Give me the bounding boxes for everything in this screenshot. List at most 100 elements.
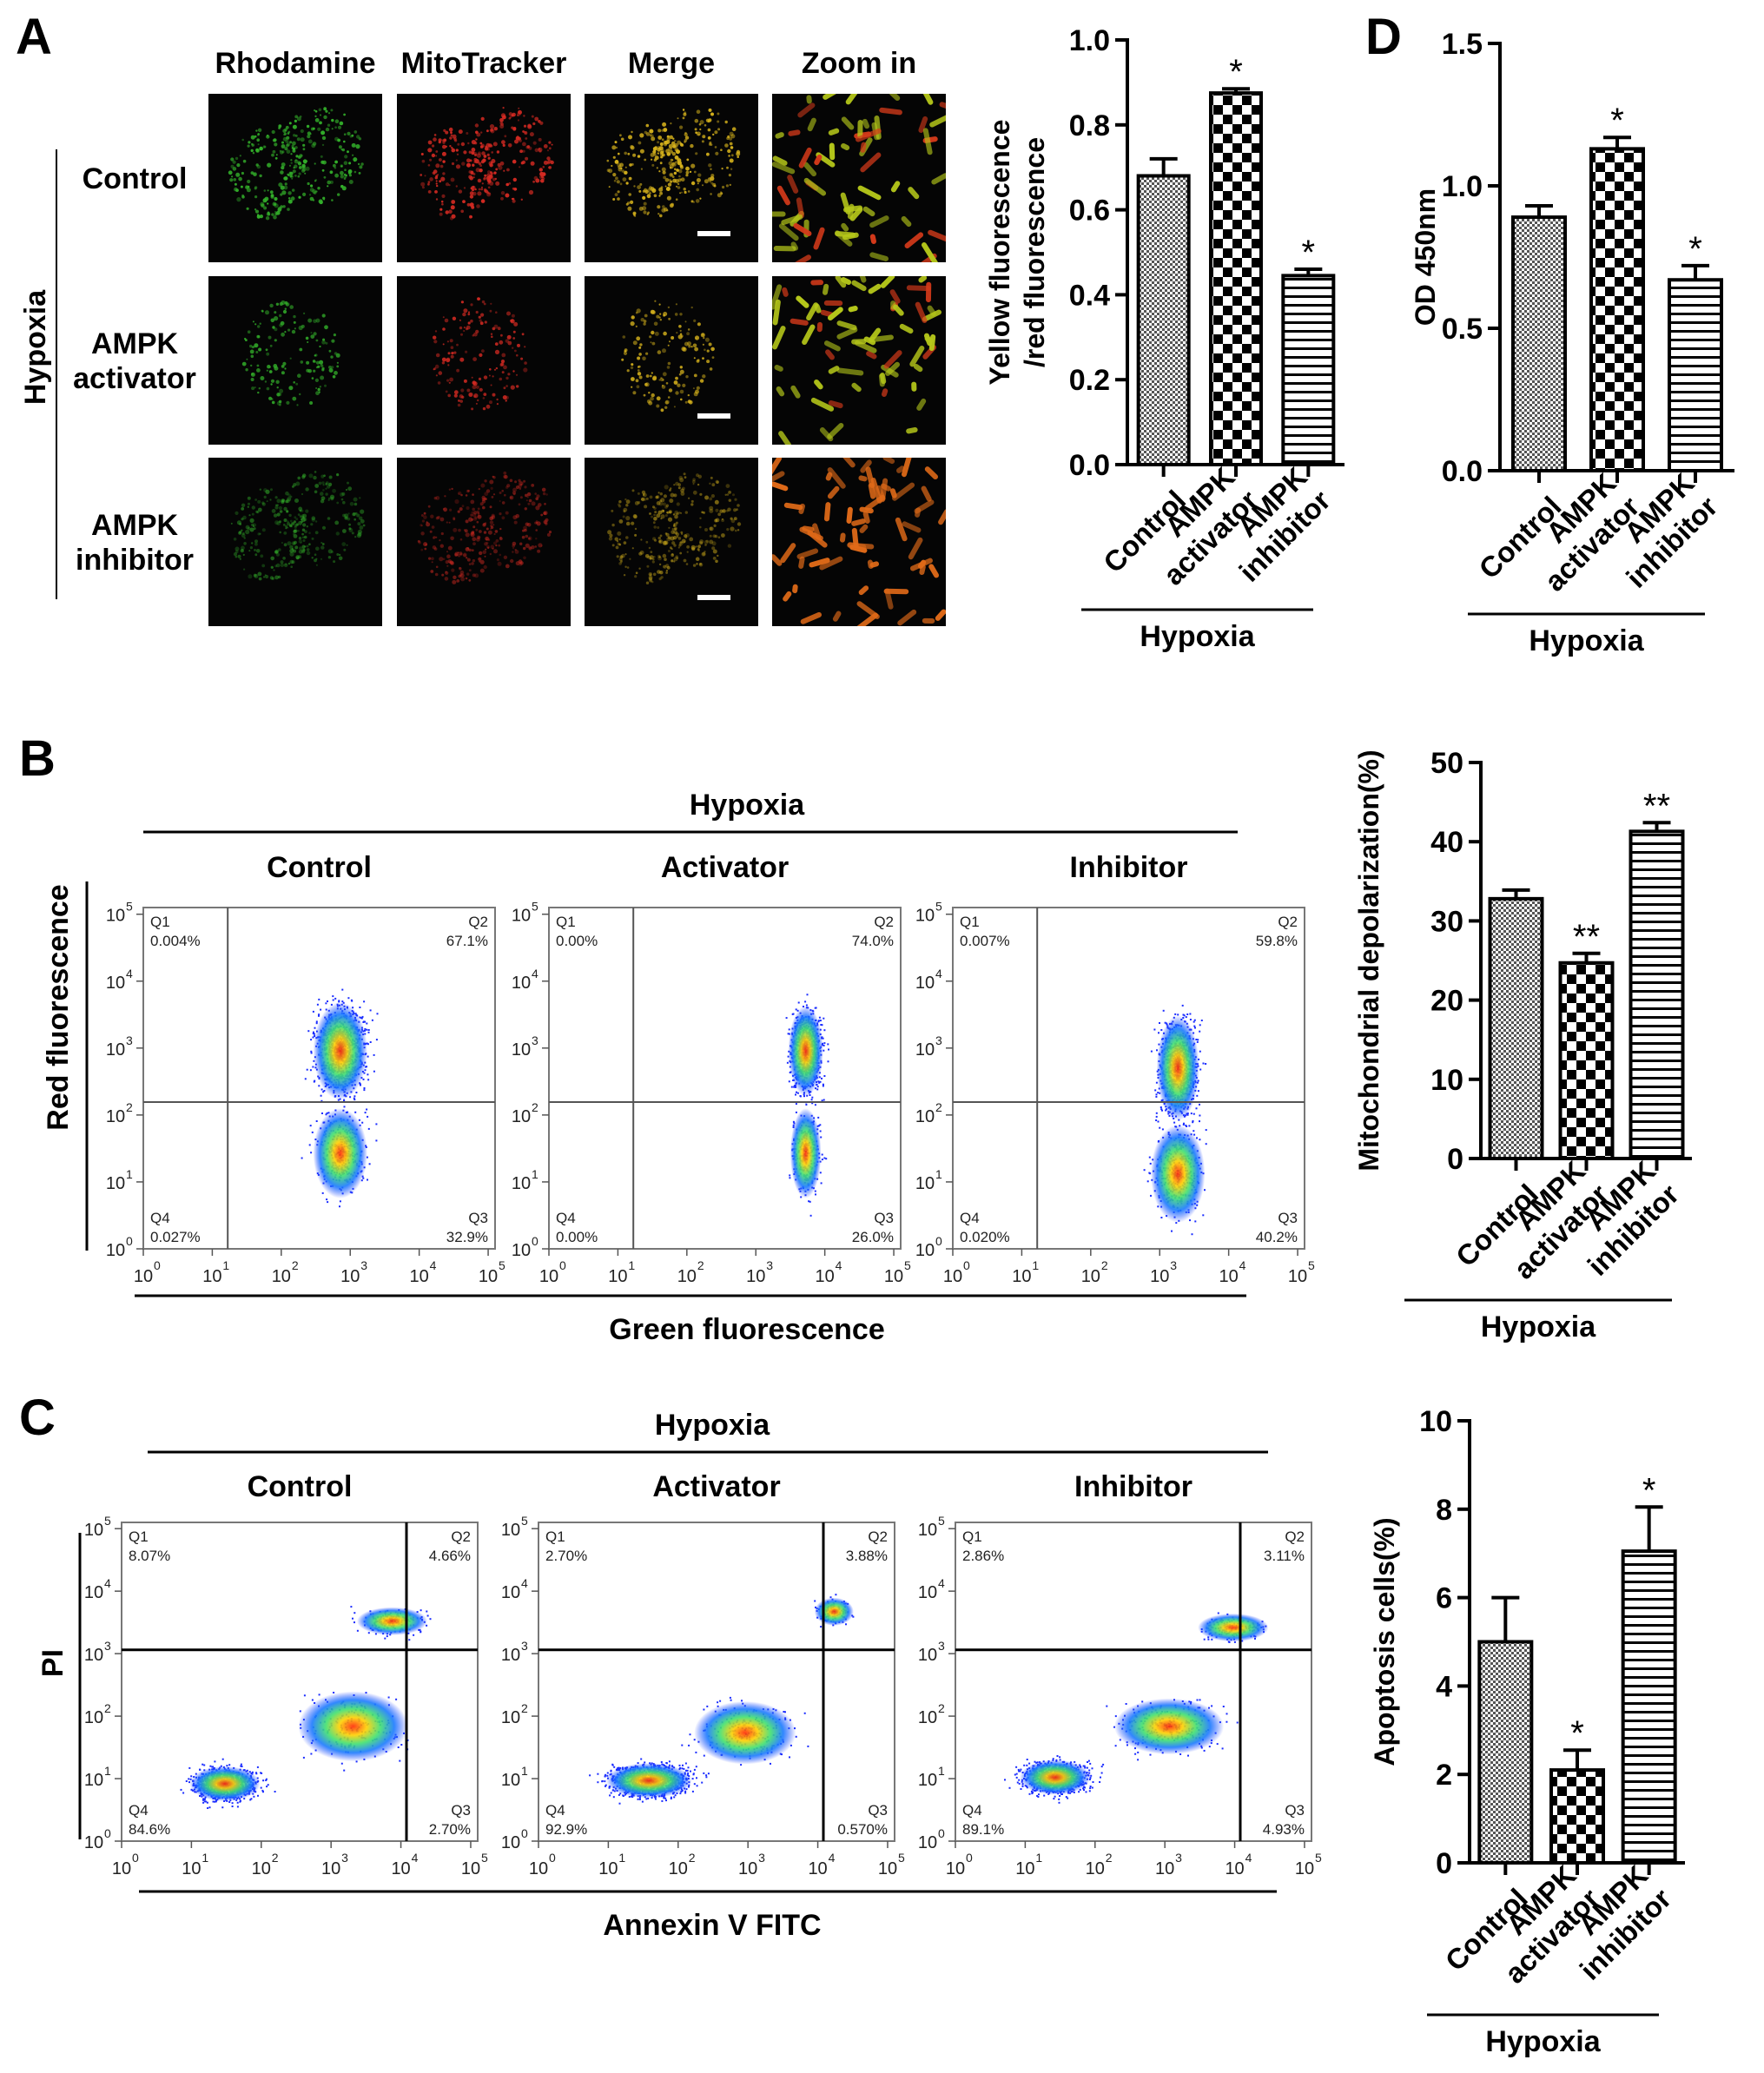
plot-title: Inhibitor — [1074, 1470, 1193, 1503]
y-tick-label: 10 — [84, 1771, 103, 1790]
y-tick-label: 10 — [512, 1241, 531, 1260]
x-tick-label: 10 — [134, 1267, 153, 1286]
y-tick-exponent: 5 — [104, 1514, 111, 1528]
quadrant-value: 0.020% — [960, 1229, 1010, 1245]
significance-mark: ** — [1643, 787, 1670, 825]
x-tick-label: 10 — [1012, 1267, 1031, 1286]
y-tick-label: 0.6 — [1069, 195, 1110, 228]
scale-bar — [697, 231, 730, 236]
micrograph-tile — [397, 94, 571, 262]
x-tick-exponent: 3 — [758, 1851, 765, 1865]
x-tick-exponent: 4 — [430, 1258, 437, 1272]
y-tick-exponent: 5 — [126, 900, 133, 914]
y-tick-exponent: 1 — [935, 1167, 942, 1181]
x-tick-exponent: 5 — [1308, 1258, 1315, 1272]
y-tick-label: 1.0 — [1069, 24, 1110, 57]
x-tick-label: 10 — [878, 1859, 897, 1878]
bar — [1589, 147, 1645, 473]
group-label: Hypoxia — [1529, 624, 1644, 657]
x-tick-exponent: 3 — [341, 1851, 348, 1865]
bar-chart-b: 0 10 20 30 40 50 Mitochondrial depolarization(… — [1353, 747, 1692, 1343]
x-tick-exponent: 0 — [132, 1851, 139, 1865]
quadrant-name: Q4 — [545, 1802, 565, 1819]
micrograph-tile — [772, 276, 946, 445]
quadrant-value: 2.70% — [545, 1548, 587, 1564]
quadrant-value: 2.70% — [429, 1821, 471, 1838]
y-tick-label: 10 — [915, 1107, 935, 1126]
panel-letter-d: D — [1365, 9, 1402, 65]
row-label: inhibitor — [76, 544, 194, 577]
quadrant-name: Q2 — [451, 1528, 471, 1545]
y-tick-label: 10 — [918, 1583, 937, 1602]
column-header: MitoTracker — [401, 47, 567, 80]
y-tick-label: 10 — [915, 1241, 935, 1260]
x-tick-exponent: 0 — [966, 1851, 973, 1865]
micrograph-tile — [208, 94, 382, 262]
x-tick-label: 10 — [1225, 1859, 1244, 1878]
y-tick-label: 1.5 — [1442, 28, 1483, 61]
y-tick-exponent: 0 — [532, 1234, 538, 1248]
dot-cloud — [1143, 1004, 1207, 1236]
quadrant-value: 2.86% — [962, 1548, 1004, 1564]
x-tick-label: 10 — [202, 1267, 221, 1286]
x-tick-label: 10 — [816, 1267, 835, 1286]
quadrant-name: Q3 — [1278, 1210, 1298, 1226]
quadrant-name: Q4 — [129, 1802, 149, 1819]
quadrant-name: Q4 — [962, 1802, 982, 1819]
plot-frame — [538, 1522, 895, 1842]
row-label: AMPK — [91, 509, 179, 542]
x-tick-exponent: 3 — [766, 1258, 773, 1272]
x-tick-exponent: 5 — [1315, 1851, 1322, 1865]
y-tick-label: 10 — [84, 1583, 103, 1602]
x-axis-label: Green fluorescence — [609, 1313, 884, 1346]
y-tick-exponent: 2 — [126, 1100, 133, 1114]
y-tick-exponent: 0 — [521, 1826, 528, 1840]
x-tick-exponent: 0 — [549, 1851, 556, 1865]
y-tick-label: 0.5 — [1442, 313, 1483, 346]
y-tick-exponent: 2 — [532, 1100, 538, 1114]
y-tick-exponent: 0 — [104, 1826, 111, 1840]
x-tick-exponent: 5 — [481, 1851, 488, 1865]
significance-mark: * — [1688, 230, 1702, 268]
plot-frame — [121, 1522, 479, 1842]
x-tick-label: 10 — [943, 1267, 962, 1286]
y-tick-label: 0 — [1436, 1847, 1452, 1880]
y-tick-exponent: 1 — [104, 1764, 111, 1778]
y-tick-exponent: 3 — [521, 1639, 528, 1653]
density-core — [788, 1006, 823, 1096]
quadrant-name: Q2 — [868, 1528, 888, 1545]
x-tick-label: 10 — [1219, 1267, 1239, 1286]
x-tick-exponent: 3 — [1170, 1258, 1177, 1272]
y-tick-label: 10 — [1419, 1405, 1452, 1438]
y-tick-exponent: 1 — [521, 1764, 528, 1778]
y-tick-label: 1.0 — [1442, 170, 1483, 203]
y-tick-label: 8 — [1436, 1494, 1452, 1527]
bar — [1629, 829, 1685, 1160]
y-tick-label: 10 — [918, 1708, 937, 1727]
x-tick-label: 10 — [321, 1859, 340, 1878]
x-tick-label: 10 — [539, 1267, 558, 1286]
micrograph-tile — [772, 94, 946, 262]
bar — [1621, 1549, 1677, 1865]
y-tick-label: 0.0 — [1442, 455, 1483, 488]
y-tick-exponent: 5 — [935, 900, 942, 914]
quadrant-name: Q2 — [1278, 914, 1298, 930]
y-tick-exponent: 0 — [938, 1826, 945, 1840]
y-tick-label: 10 — [512, 974, 531, 993]
quadrant-value: 3.88% — [846, 1548, 888, 1564]
quadrant-value: 0.00% — [556, 1229, 598, 1245]
density-core — [1156, 1015, 1199, 1121]
quadrant-name: Q1 — [129, 1528, 149, 1545]
density-core — [1151, 1125, 1206, 1223]
quadrant-name: Q3 — [451, 1802, 471, 1819]
y-tick-label: 10 — [84, 1833, 103, 1852]
y-tick-label: 10 — [106, 1174, 125, 1193]
x-tick-label: 10 — [598, 1859, 618, 1878]
y-tick-label: 30 — [1430, 905, 1463, 938]
x-tick-label: 10 — [669, 1859, 688, 1878]
bar — [1477, 1640, 1534, 1865]
x-tick-label: 10 — [529, 1859, 548, 1878]
plot-title: Control — [267, 851, 372, 884]
x-tick-label: 10 — [252, 1859, 271, 1878]
y-tick-label: 10 — [106, 907, 125, 926]
